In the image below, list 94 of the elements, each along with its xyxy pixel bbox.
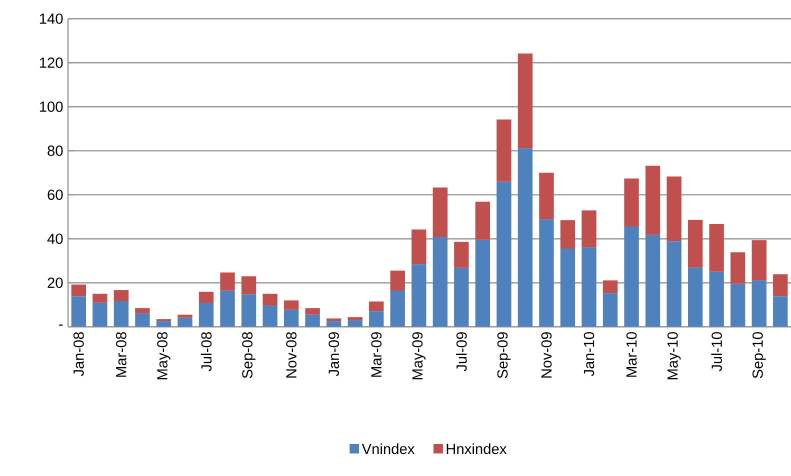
- x-tick-label: Nov-08: [286, 332, 297, 378]
- bar: [666, 176, 682, 242]
- bar: [348, 320, 362, 327]
- y-tick-label: 100: [40, 101, 63, 112]
- bar: [262, 294, 278, 306]
- bar: [730, 284, 746, 327]
- bar: [220, 272, 235, 291]
- bar: [348, 317, 362, 320]
- bar: [71, 284, 86, 296]
- bar: [305, 314, 320, 327]
- bar: [198, 302, 214, 327]
- bar: [752, 240, 766, 280]
- bar: [412, 264, 426, 327]
- bar: [560, 220, 576, 248]
- y-tick-label: 80: [48, 145, 63, 156]
- x-tick-label: May-10: [667, 332, 681, 380]
- bar: [730, 252, 746, 284]
- x-tick-label: Mar-09: [371, 332, 382, 377]
- bar: [305, 308, 320, 315]
- bar: [582, 247, 596, 327]
- bar: [241, 294, 256, 327]
- bar: [752, 280, 766, 327]
- bar: [92, 294, 108, 303]
- x-tick-label: Jul-08: [200, 332, 212, 372]
- x-tick-label: Nov-09: [541, 332, 552, 378]
- bar: [624, 178, 639, 226]
- bar: [432, 187, 448, 237]
- bar: [539, 219, 554, 327]
- bar: [390, 270, 405, 290]
- x-tick-label: Jul-09: [456, 332, 467, 372]
- bar: [666, 241, 682, 327]
- bar: [688, 267, 703, 327]
- bar: [390, 290, 405, 327]
- bar: [432, 236, 448, 327]
- bar: [135, 313, 150, 327]
- bar: [709, 224, 724, 272]
- y-tick-label: 40: [47, 234, 63, 244]
- bar: [262, 305, 278, 327]
- bar: [518, 53, 533, 148]
- bar: [326, 320, 342, 327]
- bar: [496, 119, 512, 182]
- bar: [369, 301, 384, 312]
- bar: [645, 234, 660, 327]
- x-tick-label: Sep-08: [242, 332, 256, 378]
- bar: [369, 311, 384, 327]
- y-tick-label: 60: [48, 189, 63, 200]
- x-tick-label: Jan-10: [584, 332, 594, 376]
- bar: [178, 314, 192, 318]
- bar: [518, 148, 533, 327]
- x-tick-label: Sep-10: [752, 332, 766, 378]
- bar: [135, 308, 150, 314]
- bar: [582, 210, 596, 248]
- bar: [178, 318, 192, 327]
- bar: [71, 296, 86, 327]
- bar: [709, 272, 724, 327]
- bar: [454, 242, 469, 268]
- legend-label: Vnindex: [362, 443, 415, 454]
- bar: [773, 274, 788, 296]
- bar: [602, 293, 618, 327]
- bar: [241, 276, 256, 294]
- bar: [220, 290, 235, 327]
- bar: [198, 292, 214, 303]
- bar: [92, 302, 108, 327]
- y-tick-label: 140: [40, 13, 63, 24]
- bar: [539, 172, 554, 220]
- y-tick-label: 120: [40, 57, 63, 68]
- bar: [602, 280, 618, 294]
- bar: [114, 290, 129, 301]
- bar: [688, 220, 703, 268]
- y-tick-label: -: [59, 324, 63, 326]
- x-tick-label: Mar-08: [116, 332, 126, 377]
- x-tick-label: Jan-08: [73, 332, 84, 376]
- x-tick-label: Sep-09: [497, 332, 511, 378]
- y-tick-label: 20: [48, 278, 63, 288]
- bar: [475, 202, 490, 240]
- bar: [326, 318, 342, 321]
- bar: [645, 166, 660, 235]
- bar: [114, 300, 129, 327]
- x-tick-label: Mar-10: [626, 332, 637, 377]
- bar: [156, 320, 172, 327]
- bar: [412, 229, 426, 264]
- bar: [284, 300, 299, 310]
- legend-label: Hnxindex: [446, 443, 507, 454]
- bar: [284, 310, 299, 327]
- bar: [624, 226, 639, 327]
- x-tick-label: Jan-09: [328, 332, 340, 376]
- x-tick-label: May-09: [412, 332, 426, 380]
- bar: [773, 296, 788, 327]
- bar: [454, 268, 469, 327]
- x-tick-label: Jul-10: [711, 332, 722, 372]
- bar: [496, 182, 512, 327]
- x-tick-label: May-08: [157, 332, 170, 380]
- bar: [475, 240, 490, 327]
- bar: [560, 248, 576, 327]
